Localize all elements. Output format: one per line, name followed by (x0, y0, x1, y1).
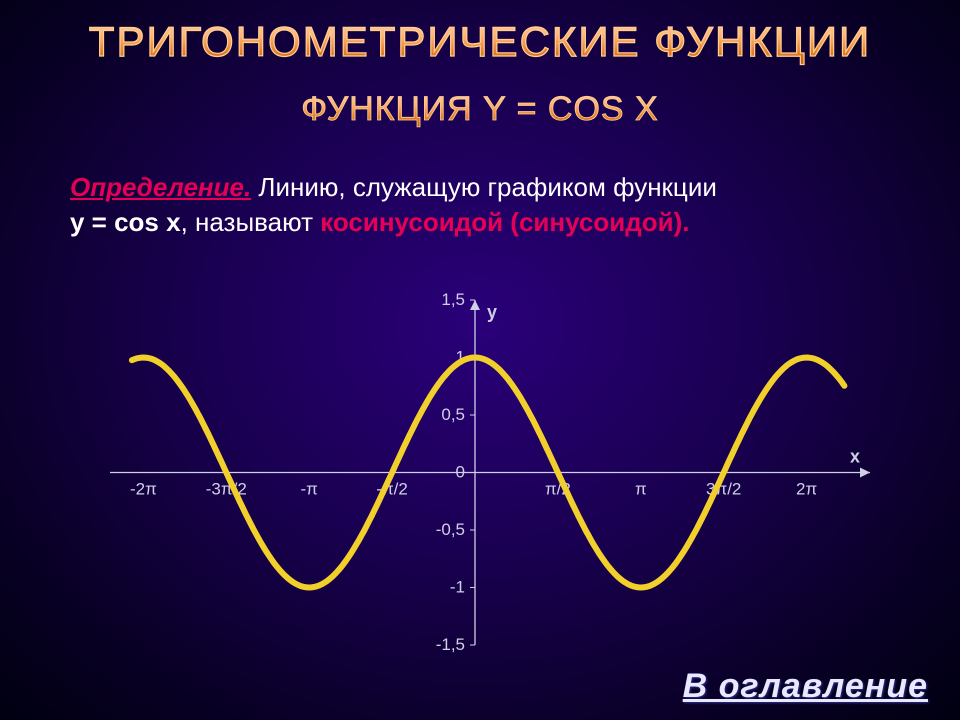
definition-paragraph: Определение. Линию, служащую графиком фу… (70, 170, 890, 240)
svg-text:π: π (635, 480, 647, 499)
toc-link[interactable]: В оглавление (683, 667, 928, 706)
definition-lead: Определение. (70, 172, 251, 202)
svg-text:-0,5: -0,5 (436, 520, 465, 539)
cosine-chart-svg: -1,5-1-0,500,511,5 -2π-3π/2-π-π/2π/2π3π/… (70, 290, 890, 660)
svg-text:-2π: -2π (130, 480, 157, 499)
definition-keyword: косинусоидой (синусоидой). (320, 207, 689, 237)
svg-text:1,5: 1,5 (441, 290, 465, 309)
svg-text:-1: -1 (450, 578, 465, 597)
definition-formula: y = cos x (70, 207, 181, 237)
svg-text:0: 0 (456, 463, 465, 482)
subtitle: ФУНКЦИЯ Y = COS X ФУНКЦИЯ Y = COS X (0, 90, 960, 129)
svg-text:-1,5: -1,5 (436, 635, 465, 654)
cosine-chart: -1,5-1-0,500,511,5 -2π-3π/2-π-π/2π/2π3π/… (70, 290, 890, 660)
svg-text:2π: 2π (796, 480, 817, 499)
svg-text:-3π/2: -3π/2 (206, 480, 247, 499)
definition-text-2: , называют (181, 207, 321, 237)
svg-text:0,5: 0,5 (441, 405, 465, 424)
slide: ТРИГОНОМЕТРИЧЕСКИЕ ФУНКЦИИ ТРИГОНОМЕТРИЧ… (0, 0, 960, 720)
svg-text:-π: -π (300, 480, 317, 499)
definition-text-1: Линию, служащую графиком функции (251, 172, 717, 202)
main-title: ТРИГОНОМЕТРИЧЕСКИЕ ФУНКЦИИ ТРИГОНОМЕТРИЧ… (0, 18, 960, 66)
y-axis-label: y (487, 302, 497, 322)
x-axis-label: x (850, 447, 860, 467)
